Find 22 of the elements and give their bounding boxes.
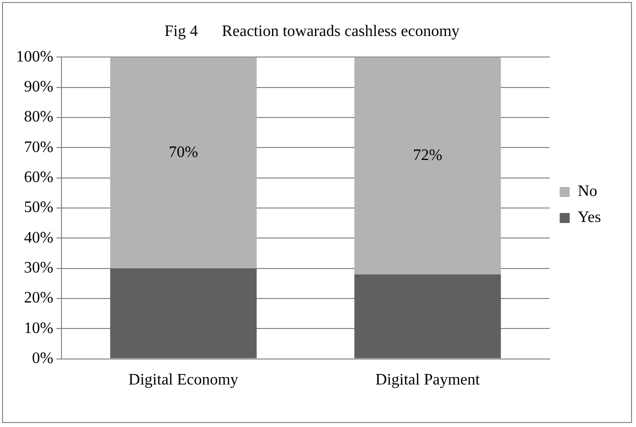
y-tick-label: 20% — [24, 290, 54, 307]
y-tick-label: 80% — [24, 108, 54, 126]
y-tick-label: 40% — [24, 229, 54, 246]
bar — [110, 57, 257, 268]
y-tick-label: 90% — [24, 78, 54, 96]
data-label: 70% — [168, 144, 198, 161]
bar — [354, 57, 501, 274]
y-tick-label: 100% — [16, 48, 54, 66]
y-tick-label: 0% — [32, 350, 54, 368]
x-tick-label: Digital Economy — [128, 372, 238, 389]
y-tick-label: 70% — [24, 138, 54, 156]
x-tick-label: Digital Payment — [375, 372, 480, 389]
data-label: 72% — [412, 146, 442, 164]
y-tick-label: 30% — [24, 260, 54, 277]
bar — [110, 268, 257, 358]
legend-label: Yes — [578, 209, 601, 226]
legend-label: No — [578, 183, 598, 200]
chart-title: Fig 4 Reaction towarads cashless economy — [164, 22, 460, 40]
y-tick-label: 10% — [24, 320, 54, 337]
bar — [354, 274, 501, 358]
y-tick-label: 60% — [24, 169, 54, 186]
y-tick-label: 50% — [24, 199, 54, 216]
